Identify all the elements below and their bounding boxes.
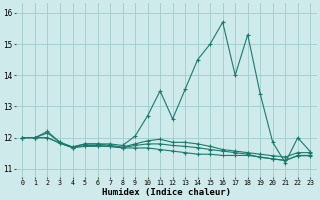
X-axis label: Humidex (Indice chaleur): Humidex (Indice chaleur) bbox=[102, 188, 231, 197]
